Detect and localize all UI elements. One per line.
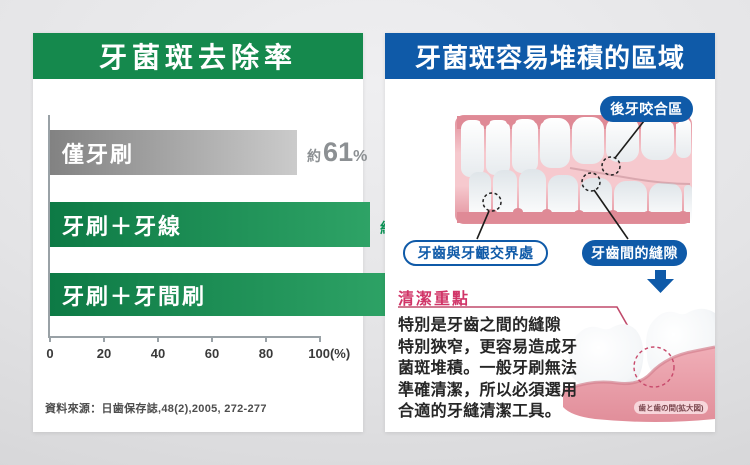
x-tick-label: 60 [204, 346, 220, 361]
right-card-header: 牙菌斑容易堆積的區域 [385, 33, 715, 79]
bar-toothbrush-only: 僅牙刷 [50, 130, 298, 175]
connector-line-occlusal [614, 120, 645, 159]
bar-category-label: 僅牙刷 [62, 141, 135, 167]
plaque-spot-circle-interdental [581, 172, 601, 192]
down-arrow-icon [647, 270, 674, 293]
body-line: 菌斑堆積。一般牙刷無法 [398, 360, 578, 377]
connector-line-interdental [593, 189, 629, 240]
label-gumline: 牙齒與牙齦交界處 [403, 240, 548, 266]
right-card-content: 歯と歯の間(拡大図) 後牙咬合區 牙齒與牙齦交界處 牙齒間的縫隙 清潔重點 特別… [385, 79, 715, 432]
bar-value-label: 約 61% [307, 137, 368, 167]
connector-line-gumline [476, 210, 490, 240]
left-card-header: 牙菌斑去除率 [33, 33, 363, 79]
plaque-areas-card: 牙菌斑容易堆積的區域 [385, 33, 715, 432]
cleaning-focus-body: 特別是牙齒之間的縫隙 特別狹窄，更容易造成牙 菌斑堆積。一般牙刷無法 準確清潔，… [398, 315, 588, 423]
plaque-spot-circle-gumline [482, 192, 502, 212]
chart-plot-area: 僅牙刷 約61% 牙刷＋牙線 約79% 牙刷＋牙間刷 約85 [46, 115, 465, 361]
x-tick-label: 80 [258, 346, 274, 361]
bar-toothbrush-interdental: 牙刷＋牙間刷 [50, 273, 395, 316]
label-interdental-gap: 牙齒間的縫隙 [582, 240, 687, 266]
body-line: 準確清潔，所以必須選用 [398, 381, 578, 399]
plaque-removal-chart: 僅牙刷 約61% 牙刷＋牙線 約79% 牙刷＋牙間刷 約85 [33, 79, 465, 432]
bar-row-toothbrush-interdental: 牙刷＋牙間刷 約85% [50, 273, 465, 316]
x-tick-label: 40 [150, 346, 166, 361]
data-source-note: 資料來源：日歯保存誌,48(2),2005, 272-277 [45, 403, 267, 415]
x-tick-label: 0 [46, 346, 54, 361]
x-tick-label: 20 [96, 346, 112, 361]
bar-toothbrush-floss: 牙刷＋牙線 [50, 202, 370, 247]
body-line: 特別狹窄，更容易造成牙 [398, 338, 578, 356]
cleaning-focus-heading: 清潔重點 [398, 291, 471, 308]
label-occlusal-area: 後牙咬合區 [600, 96, 693, 122]
x-tick-label: 100(%) [308, 346, 351, 361]
enlarged-gap-circle [633, 346, 675, 388]
bar-row-toothbrush-only: 僅牙刷 約 61% [50, 130, 455, 175]
enlarged-view-caption: 歯と歯の間(拡大図) [639, 403, 704, 413]
bar-category-label: 牙刷＋牙間刷 [62, 283, 207, 309]
teeth-illustration [455, 115, 692, 224]
right-card-title: 牙菌斑容易堆積的區域 [414, 42, 685, 73]
body-line: 合適的牙縫清潔工具。 [398, 403, 562, 420]
left-card-title: 牙菌斑去除率 [98, 42, 297, 73]
body-line: 特別是牙齒之間的縫隙 [398, 317, 562, 334]
plaque-spot-circle-occlusal [601, 156, 621, 176]
bar-category-label: 牙刷＋牙線 [62, 213, 183, 239]
plaque-removal-card: 牙菌斑去除率 僅牙刷 約61% 牙刷＋牙線 約79% [33, 33, 465, 432]
